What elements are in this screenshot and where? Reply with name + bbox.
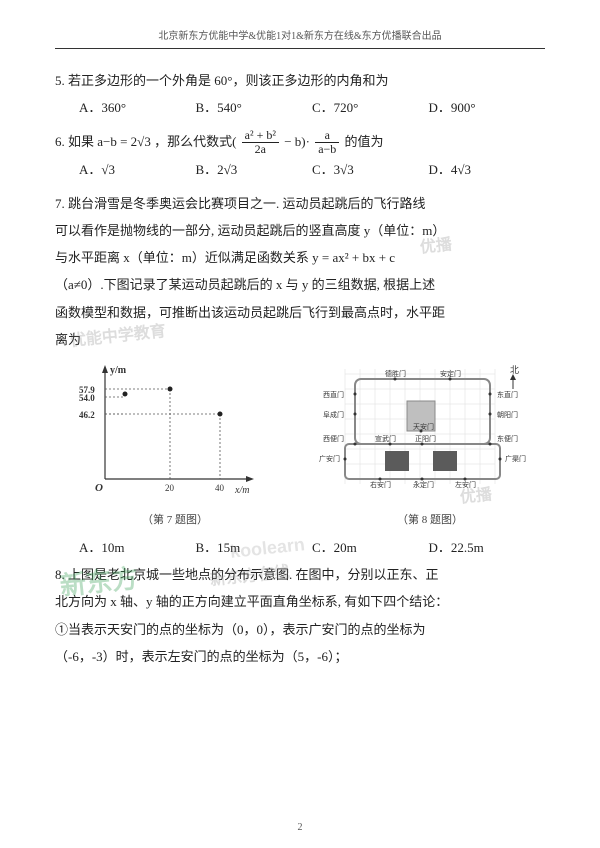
q7-options: A．10m B．15m C．20m D．22.5m xyxy=(55,534,545,561)
q7-l5: 函数模型和数据，可推断出该运动员起跳后飞行到最高点时，水平距 xyxy=(55,299,545,326)
gate-label: 广安门 xyxy=(319,454,340,463)
gate-label: 朝阳门 xyxy=(497,410,518,419)
question-7: 7. 跳台滑雪是冬季奥运会比赛项目之一. 运动员起跳后的飞行路线 可以看作是抛物… xyxy=(55,190,545,354)
q6-options: A．√3 B．2√3 C．3√3 D．4√3 xyxy=(55,156,545,183)
q5-options: A．360° B．540° C．720° D．900° xyxy=(55,94,545,121)
gate-label: 德胜门 xyxy=(385,369,406,378)
x-axis-arrow xyxy=(246,476,254,482)
q8-l2: 北方向为 x 轴、y 轴的正方向建立平面直角坐标系, 有如下四个结论： xyxy=(55,588,545,615)
q6-frac1-den: 2a xyxy=(242,143,279,156)
x-tick-2: 40 xyxy=(215,483,225,493)
q7-l4: （a≠0）.下图记录了某运动员起跳后的 x 与 y 的三组数据, 根据上述 xyxy=(55,271,545,298)
y-axis-arrow xyxy=(102,365,108,373)
q6-mid: − b)· xyxy=(284,134,310,149)
q7-l3: 与水平距离 x（单位：m）近似满足函数关系 y = ax² + bx + c xyxy=(55,244,545,271)
figure-7: y/m x/m O 57.9 54.0 46.2 20 40 xyxy=(75,359,275,531)
gate-label: 东便门 xyxy=(497,434,518,443)
gate-label: 左安门 xyxy=(455,480,476,489)
dark-block xyxy=(385,451,409,471)
gate-label: 正阳门 xyxy=(415,434,436,443)
x-tick-1: 20 xyxy=(165,483,175,493)
q7-l6: 离为 xyxy=(55,326,545,353)
dark-block xyxy=(433,451,457,471)
gate-label: 天安门 xyxy=(413,422,434,431)
page-number: 2 xyxy=(0,817,600,838)
page-header: 北京新东方优能中学&优能1对1&新东方在线&东方优播联合出品 xyxy=(55,30,545,49)
question-5: 5. 若正多边形的一个外角是 60°，则该正多边形的内角和为 A．360° B．… xyxy=(55,67,545,122)
q5-opt-b: B．540° xyxy=(196,94,313,121)
q7-opt-d: D．22.5m xyxy=(429,534,546,561)
data-point xyxy=(168,387,173,392)
north-label: 北 xyxy=(510,365,519,375)
q6-frac2-num: a xyxy=(315,129,339,143)
q7-l2: 可以看作是抛物线的一部分, 运动员起跳后的竖直高度 y（单位：m） xyxy=(55,217,545,244)
gate-label: 阜成门 xyxy=(323,410,344,419)
question-8: 8. 上图是老北京城一些地点的分布示意图. 在图中，分别以正东、正 北方向为 x… xyxy=(55,561,545,670)
gate-label: 广渠门 xyxy=(505,454,526,463)
q7-l1: 7. 跳台滑雪是冬季奥运会比赛项目之一. 运动员起跳后的飞行路线 xyxy=(55,190,545,217)
q8-l3: ①当表示天安门的点的坐标为（0，0），表示广安门的点的坐标为 xyxy=(55,616,545,643)
page: 北京新东方优能中学&优能1对1&新东方在线&东方优播联合出品 优播 优能中学教育… xyxy=(0,0,600,848)
figure-8: 北 德胜门 安定门 西直门 东直门 阜成门 朝阳门 西便门 东便门 宣武门 正阳… xyxy=(315,359,545,531)
gate-label: 安定门 xyxy=(440,369,461,378)
q6-opt-b: B．2√3 xyxy=(196,156,313,183)
figure-7-svg: y/m x/m O 57.9 54.0 46.2 20 40 xyxy=(75,359,265,499)
figure-7-caption: （第 7 题图） xyxy=(75,509,275,532)
q6-opt-a: A．√3 xyxy=(79,156,196,183)
gate-label: 永定门 xyxy=(413,480,434,489)
q6-prefix: 6. 如果 a−b = 2√3 ，那么代数式( xyxy=(55,134,236,149)
q6-opt-c: C．3√3 xyxy=(312,156,429,183)
y-tick-2: 54.0 xyxy=(79,393,95,403)
q5-opt-c: C．720° xyxy=(312,94,429,121)
q8-l1: 8. 上图是老北京城一些地点的分布示意图. 在图中，分别以正东、正 xyxy=(55,561,545,588)
q6-frac2: a a−b xyxy=(315,129,339,156)
figure-8-caption: （第 8 题图） xyxy=(315,509,545,532)
y-tick-3: 46.2 xyxy=(79,410,95,420)
q6-frac1: a² + b² 2a xyxy=(242,129,279,156)
gate-label: 宣武门 xyxy=(375,434,396,443)
gate-label: 东直门 xyxy=(497,390,518,399)
figures-row: y/m x/m O 57.9 54.0 46.2 20 40 xyxy=(55,359,545,531)
data-point xyxy=(123,392,128,397)
q6-frac1-num: a² + b² xyxy=(242,129,279,143)
gate-label: 西便门 xyxy=(323,434,344,443)
q7-opt-c: C．20m xyxy=(312,534,429,561)
y-axis-label: y/m xyxy=(110,365,127,376)
x-axis-label: x/m xyxy=(234,485,249,496)
q5-opt-a: A．360° xyxy=(79,94,196,121)
data-point xyxy=(218,412,223,417)
q6-opt-d: D．4√3 xyxy=(429,156,546,183)
origin-label: O xyxy=(95,482,103,494)
figure-8-svg: 北 德胜门 安定门 西直门 东直门 阜成门 朝阳门 西便门 东便门 宣武门 正阳… xyxy=(315,359,545,499)
q7-opt-b: B．15m xyxy=(196,534,313,561)
q5-stem: 5. 若正多边形的一个外角是 60°，则该正多边形的内角和为 xyxy=(55,67,545,94)
question-6: 6. 如果 a−b = 2√3 ，那么代数式( a² + b² 2a − b)·… xyxy=(55,128,545,184)
q6-suffix: 的值为 xyxy=(345,134,384,149)
q8-l4: （-6，-3）时，表示左安门的点的坐标为（5，-6）； xyxy=(55,643,545,670)
q7-opt-a: A．10m xyxy=(79,534,196,561)
gate-label: 西直门 xyxy=(323,390,344,399)
q6-stem: 6. 如果 a−b = 2√3 ，那么代数式( a² + b² 2a − b)·… xyxy=(55,128,545,157)
q5-opt-d: D．900° xyxy=(429,94,546,121)
q6-frac2-den: a−b xyxy=(315,143,339,156)
gate-label: 右安门 xyxy=(370,480,391,489)
